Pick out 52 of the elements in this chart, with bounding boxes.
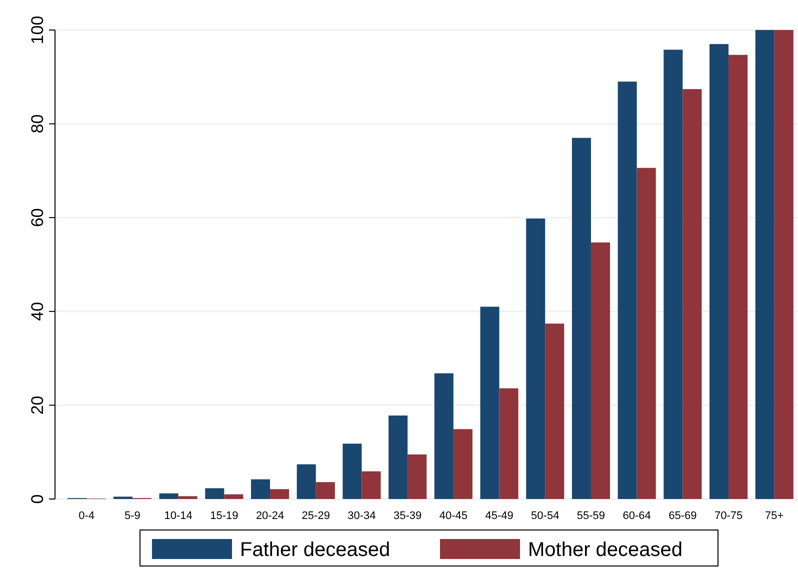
x-tick-label: 10-14 bbox=[164, 510, 192, 522]
bar bbox=[526, 218, 546, 499]
y-tick-label: 100 bbox=[28, 16, 47, 44]
bar bbox=[178, 496, 198, 499]
bar bbox=[270, 489, 290, 499]
bar bbox=[636, 168, 656, 499]
x-tick-label: 35-39 bbox=[394, 510, 422, 522]
bar bbox=[755, 30, 774, 499]
bar bbox=[682, 89, 702, 499]
legend-label: Father deceased bbox=[240, 539, 390, 561]
bar bbox=[159, 493, 178, 499]
bar bbox=[408, 454, 427, 499]
bar bbox=[434, 373, 454, 499]
x-tick-label: 65-69 bbox=[668, 510, 697, 522]
bar bbox=[342, 444, 362, 499]
x-tick-label: 0-4 bbox=[78, 510, 95, 522]
x-tick-label: 5-9 bbox=[124, 510, 140, 522]
y-tick-label: 40 bbox=[28, 302, 47, 321]
y-tick-label: 60 bbox=[28, 208, 47, 228]
bar bbox=[453, 429, 472, 499]
x-tick-label: 20-24 bbox=[256, 510, 284, 522]
x-tick-label: 25-29 bbox=[302, 510, 330, 522]
x-tick-label: 15-19 bbox=[210, 510, 238, 522]
bar bbox=[590, 242, 610, 499]
x-tick-label: 45-49 bbox=[485, 510, 514, 522]
bar bbox=[664, 50, 683, 499]
bar bbox=[545, 324, 564, 499]
x-tick-label: 60-64 bbox=[622, 510, 651, 522]
bar bbox=[250, 479, 270, 499]
legend-label: Mother deceased bbox=[528, 539, 683, 561]
x-tick-label: 50-54 bbox=[531, 510, 560, 522]
y-tick-label: 0 bbox=[28, 494, 47, 504]
bar bbox=[774, 30, 794, 499]
y-tick-label: 20 bbox=[28, 396, 47, 415]
bar bbox=[205, 488, 224, 499]
bar bbox=[224, 494, 244, 499]
x-tick-label: 70-75 bbox=[714, 510, 743, 522]
bar bbox=[388, 416, 408, 499]
bar bbox=[296, 464, 316, 499]
bar bbox=[480, 306, 500, 499]
bar bbox=[618, 82, 637, 499]
x-tick-label: 55-59 bbox=[576, 510, 606, 522]
y-tick-label: 80 bbox=[28, 114, 47, 134]
bar bbox=[316, 482, 335, 499]
bar bbox=[710, 44, 729, 499]
bar bbox=[572, 138, 591, 499]
bar bbox=[499, 388, 518, 499]
bar bbox=[728, 54, 748, 499]
bar bbox=[362, 471, 381, 499]
x-tick-label: 30-34 bbox=[348, 510, 376, 522]
x-tick-label: 40-45 bbox=[439, 510, 468, 522]
x-tick-label: 75+ bbox=[765, 510, 784, 522]
